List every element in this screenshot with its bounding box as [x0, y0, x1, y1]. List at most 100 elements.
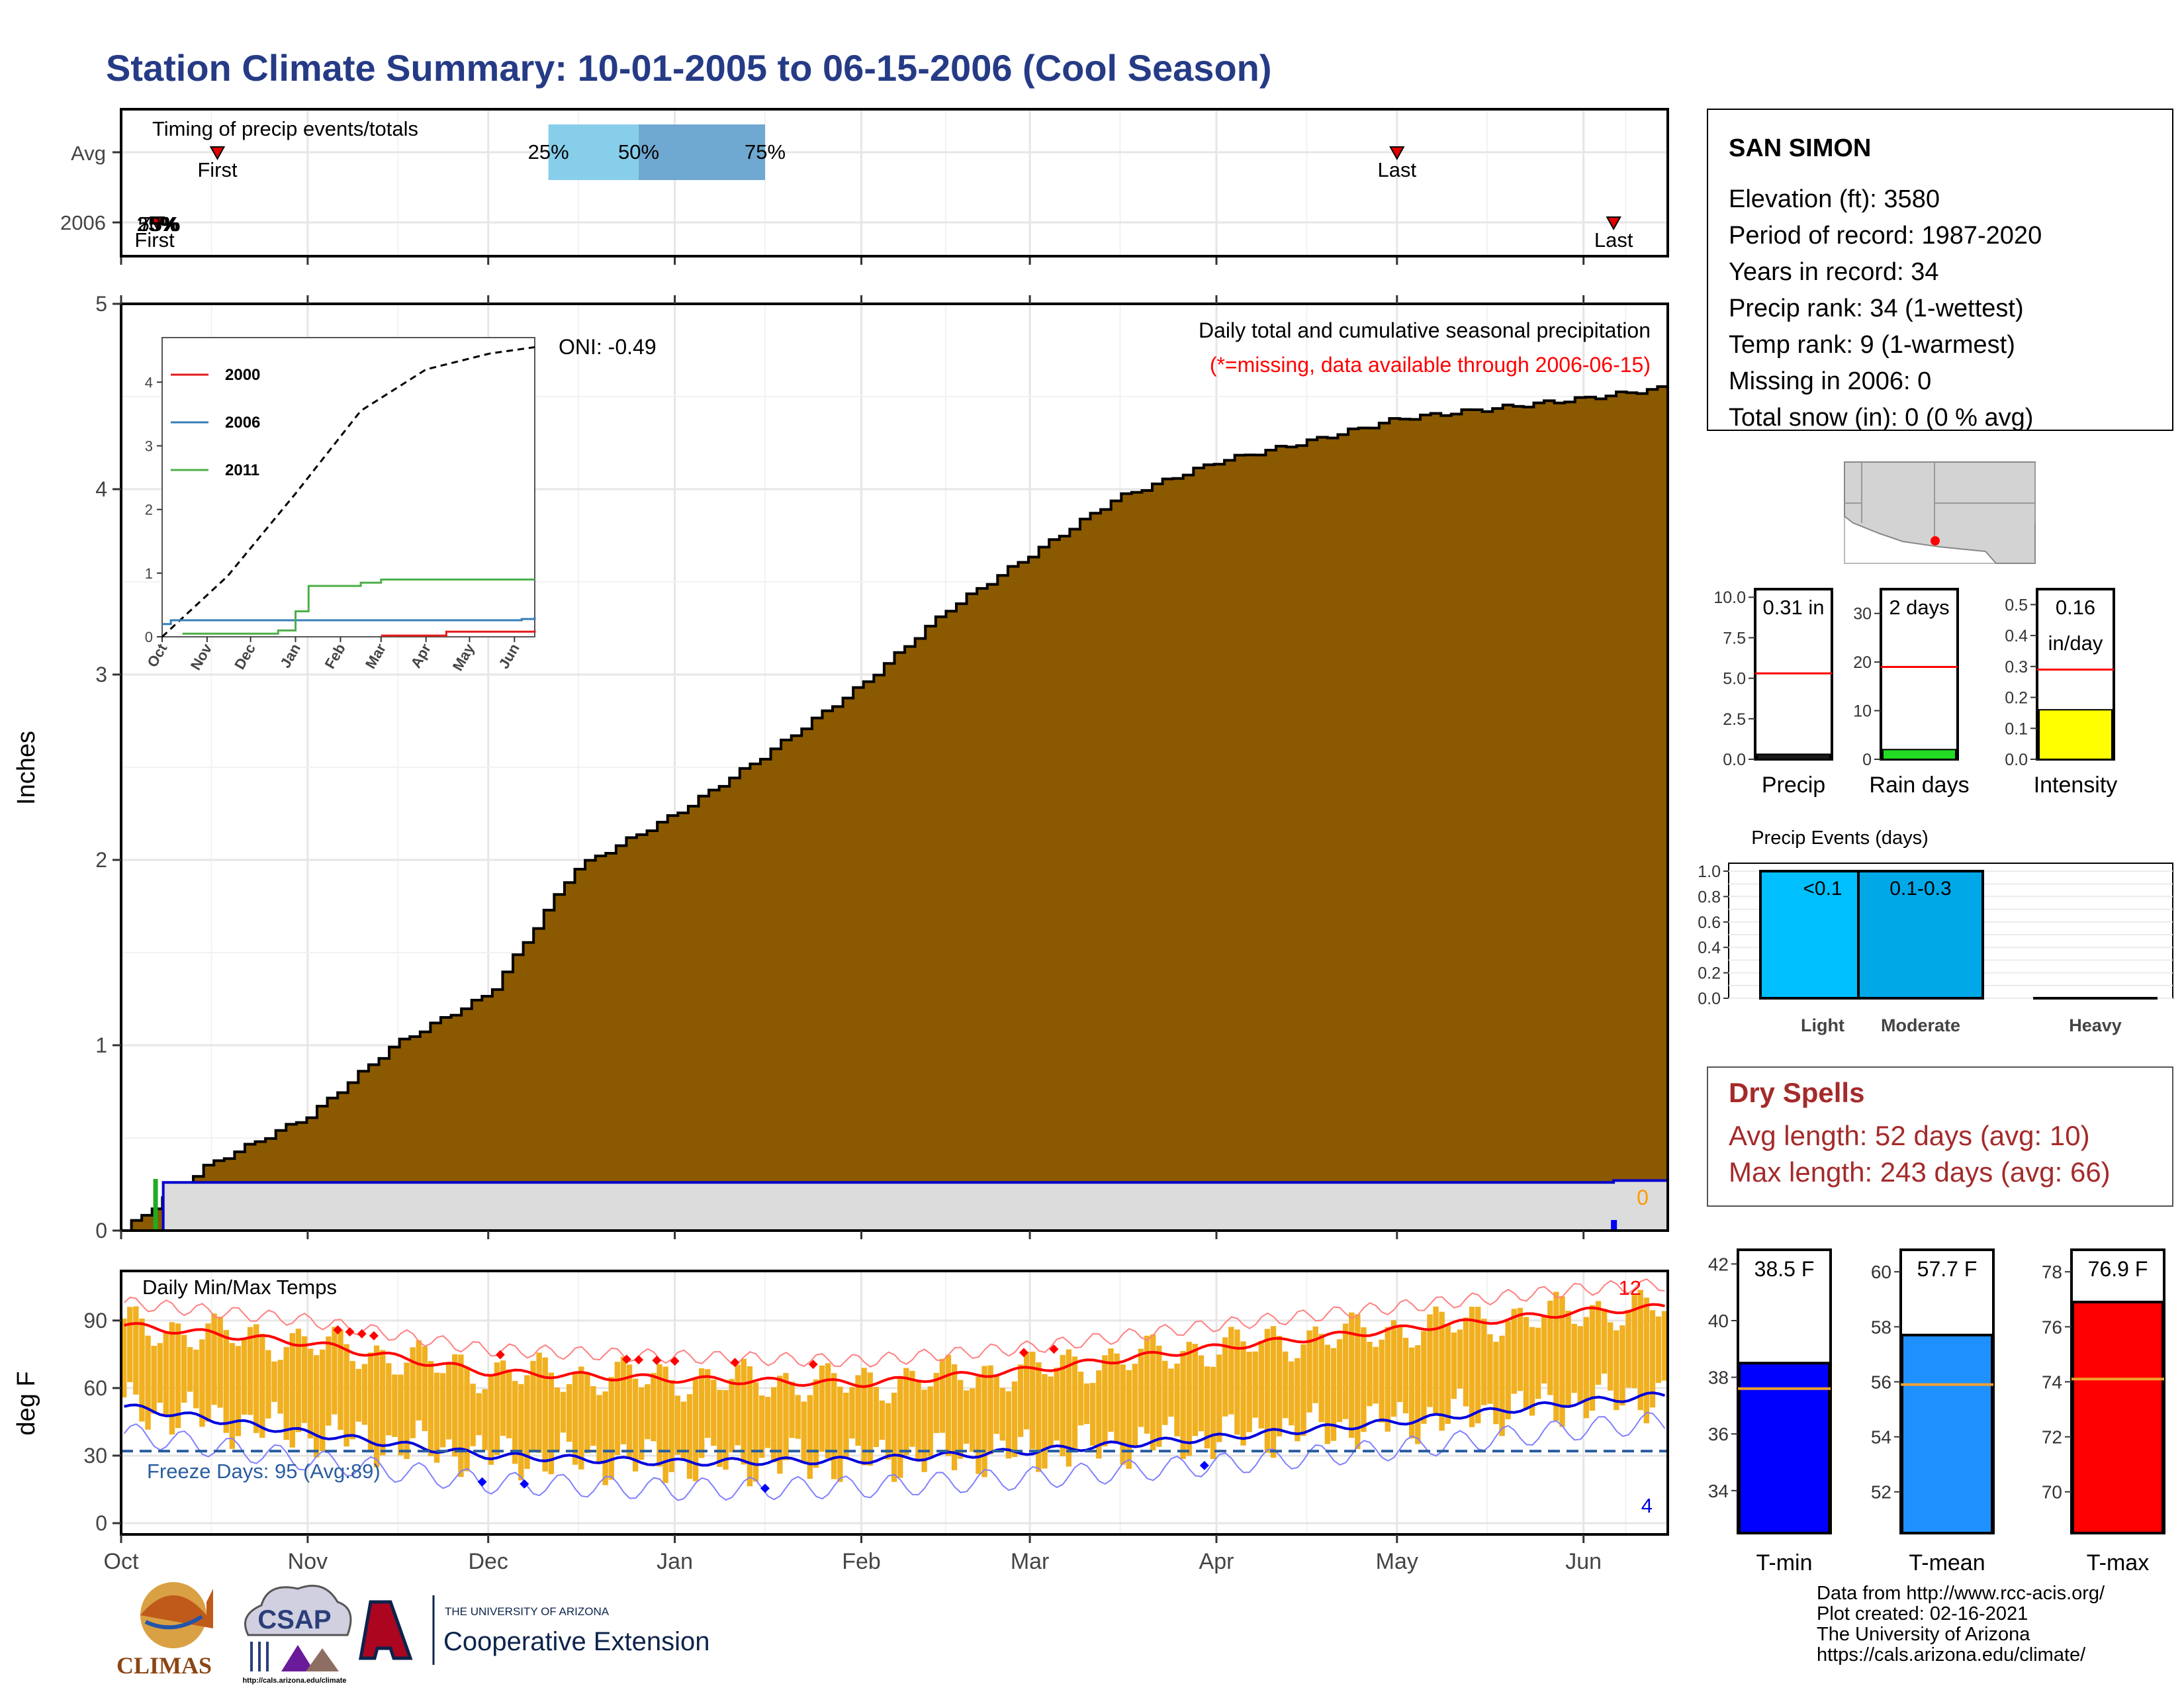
record-low-marker	[477, 1477, 487, 1487]
precip-events-category: Light	[1801, 1015, 1844, 1035]
freeze-days-label: Freeze Days: 95 (Avg:89)	[147, 1460, 381, 1483]
daily-temp-bar	[277, 1360, 283, 1414]
daily-temp-bar	[157, 1342, 163, 1403]
main-annotation-title: Daily total and cumulative seasonal prec…	[1199, 318, 1651, 342]
daily-temp-bar	[530, 1360, 536, 1450]
temp-x-tick-label: Jun	[1565, 1549, 1602, 1574]
inset-x-tick-label: Dec	[231, 641, 259, 672]
daily-temp-bar	[735, 1364, 741, 1446]
daily-temp-bar	[1005, 1391, 1012, 1459]
daily-temp-bar	[1090, 1383, 1096, 1446]
daily-temp-bar	[668, 1380, 674, 1472]
daily-temp-bar	[121, 1318, 127, 1398]
mini-chart-precip: 0.0 2.5 5.0 7.5 10.0 0.31 in Precip	[1713, 588, 1833, 798]
avg-last-label: Last	[1377, 158, 1416, 181]
mini-chart-tick: 10	[1853, 702, 1872, 721]
daily-temp-bar	[825, 1363, 831, 1459]
station-location-dot	[1931, 536, 1940, 545]
daily-temp-bar	[1415, 1345, 1421, 1444]
daily-temp-bar	[1138, 1348, 1144, 1427]
daily-temp-bar	[175, 1323, 181, 1429]
daily-temp-bar	[1655, 1316, 1662, 1383]
climas-logo: CLIMAS	[116, 1582, 213, 1679]
daily-temp-bar	[1162, 1360, 1168, 1425]
temp-bar-t-max: 70 72 74 76 78 76.9 F T-max	[2042, 1248, 2165, 1575]
avg-max-temp-line	[124, 1303, 1665, 1388]
daily-temp-bar	[999, 1387, 1006, 1441]
daily-temp-bar	[127, 1307, 133, 1382]
daily-temp-bar	[1631, 1294, 1637, 1388]
main-y-tick-label: 2	[95, 848, 107, 872]
daily-temp-bar	[903, 1368, 909, 1456]
daily-temp-bar	[1258, 1340, 1265, 1429]
temp-bar-fill	[2071, 1300, 2164, 1534]
daily-temp-bar	[1240, 1341, 1246, 1446]
daily-temp-bar	[1060, 1354, 1066, 1456]
station-info-line: Temp rank: 9 (1-warmest)	[1729, 331, 2015, 359]
daily-temp-bar	[392, 1374, 398, 1437]
dry-spells-box: Dry Spells Avg length: 52 days (avg: 10)…	[1707, 1066, 2173, 1207]
temp-bar-t-min: 34 36 38 40 42 38.5 F T-min	[1708, 1248, 1832, 1575]
inset-y-tick-label: 2	[145, 502, 153, 518]
daily-temp-bar	[1120, 1364, 1126, 1465]
daily-temp-bar	[289, 1333, 295, 1448]
daily-temp-bar	[1126, 1370, 1132, 1469]
daily-temp-bar	[470, 1383, 476, 1446]
temp-bar-tick: 58	[1871, 1317, 1891, 1337]
daily-temp-bar	[229, 1342, 236, 1449]
daily-temp-bar	[933, 1372, 939, 1433]
precip-main-panel: 0 1 2 3 4 5 Inches Daily total and cumulative…	[13, 292, 1669, 1243]
temp-bar-tick: 56	[1871, 1372, 1891, 1392]
daily-temp-bar	[758, 1395, 765, 1458]
record-high-marker	[495, 1350, 505, 1360]
daily-temp-bar	[464, 1367, 470, 1472]
main-y-tick-label: 5	[95, 292, 107, 316]
temp-bar-value: 76.9 F	[2088, 1257, 2148, 1281]
year-cumulative-precip-area	[121, 1173, 1669, 1232]
daily-temp-bar	[813, 1379, 819, 1468]
daily-temp-bar	[1054, 1368, 1060, 1441]
daily-temp-bar	[837, 1386, 843, 1482]
precip-events-y-tick: 1.0	[1698, 863, 1721, 881]
mini-precip-charts: 0.0 2.5 5.0 7.5 10.0 0.31 in Precip 0 10 20 30 2 da…	[1713, 588, 2117, 798]
inset-x-tick-label: Mar	[362, 641, 389, 672]
footer-line-created: Plot created: 02-16-2021	[1817, 1603, 2028, 1624]
mini-chart-tick: 5.0	[1723, 670, 1746, 688]
daily-temp-bar	[1355, 1314, 1361, 1449]
daily-temp-bar	[777, 1376, 783, 1474]
daily-temp-bar	[957, 1380, 964, 1459]
station-info-line: Years in record: 34	[1729, 258, 1939, 286]
daily-temp-bar	[404, 1362, 410, 1460]
daily-temp-bar	[1349, 1312, 1355, 1438]
daily-temp-bar	[795, 1395, 801, 1439]
station-info-line: Elevation (ft): 3580	[1729, 185, 1940, 213]
temp-y-tick-label: 0	[95, 1511, 107, 1535]
daily-temp-bar	[1066, 1349, 1072, 1467]
temp-bar-tick: 40	[1708, 1311, 1729, 1331]
daily-temp-bar	[729, 1379, 735, 1453]
daily-temp-bar	[1385, 1327, 1390, 1432]
daily-temp-bar	[1439, 1311, 1445, 1431]
daily-temp-bar	[976, 1376, 981, 1474]
daily-temp-bar	[1402, 1337, 1409, 1414]
daily-temp-bar	[1042, 1374, 1048, 1469]
main-annotation-missing: (*=missing, data available through 2006-…	[1210, 353, 1651, 377]
daily-temp-bar	[1529, 1327, 1535, 1416]
temp-bar-tick: 72	[2042, 1427, 2062, 1448]
timing-q50-label: 50%	[618, 140, 659, 164]
daily-temp-bar	[981, 1366, 987, 1477]
mini-chart-label: Intensity	[2034, 773, 2118, 798]
daily-temp-bar	[398, 1374, 404, 1456]
daily-temp-bar	[518, 1383, 524, 1481]
inset-legend-label: 2006	[225, 414, 260, 432]
daily-temp-bar	[217, 1317, 223, 1408]
daily-temp-bar	[560, 1391, 567, 1433]
main-y-tick-label: 1	[95, 1033, 107, 1057]
precip-events-chart: Precip Events (days) 0.0 0.2 0.4 0.6 0.8 1.0 <…	[1698, 827, 2173, 1035]
record-high-marker	[333, 1325, 343, 1335]
daily-temp-bar	[909, 1370, 915, 1447]
station-info-line: Total snow (in): 0 (0 % avg)	[1729, 404, 2033, 432]
footer-line-university: The University of Arizona	[1817, 1624, 2030, 1645]
daily-temp-bar	[1619, 1325, 1625, 1406]
year-first-label: First	[134, 228, 175, 252]
